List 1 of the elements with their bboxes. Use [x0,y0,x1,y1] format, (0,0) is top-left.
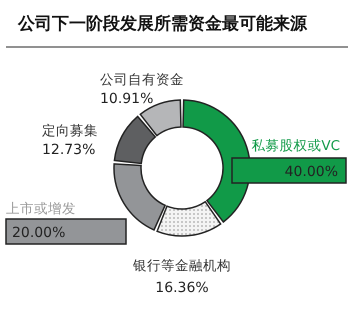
title: 公司下一阶段发展所需资金最可能来源 [18,14,307,34]
